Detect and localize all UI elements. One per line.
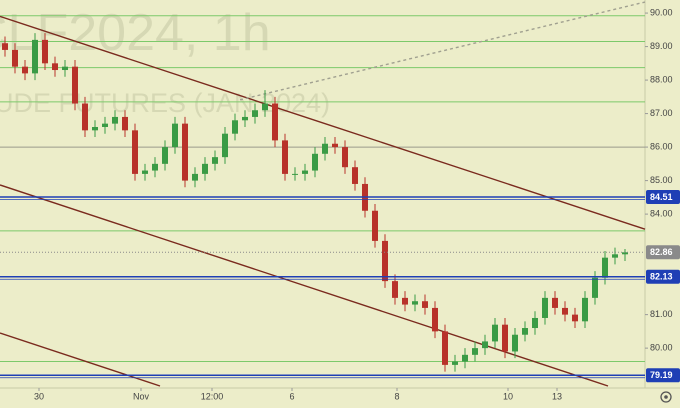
candle-body bbox=[112, 116, 118, 124]
y-tick-label: 85.00 bbox=[650, 175, 673, 185]
candle-body bbox=[172, 123, 178, 148]
candle-body bbox=[562, 307, 568, 315]
candle-body bbox=[432, 307, 438, 332]
candle-body bbox=[232, 120, 238, 134]
x-tick-label: 13 bbox=[552, 391, 562, 401]
candle-body bbox=[52, 63, 58, 71]
trend-line bbox=[0, 184, 609, 387]
trend-line bbox=[0, 15, 646, 230]
candle-body bbox=[582, 297, 588, 322]
candle-body bbox=[602, 257, 608, 278]
trend-line bbox=[0, 332, 161, 387]
candle-body bbox=[12, 49, 18, 67]
y-tick-label: 90.00 bbox=[650, 7, 673, 17]
y-tick-label: 84.00 bbox=[650, 208, 673, 218]
candle-body bbox=[222, 133, 228, 158]
candle-body bbox=[552, 297, 558, 308]
candle-body bbox=[162, 147, 168, 164]
price-badge bbox=[646, 190, 680, 205]
candle-body bbox=[142, 170, 148, 174]
candle-body bbox=[352, 167, 358, 184]
settings-icon[interactable] bbox=[660, 391, 672, 403]
candle-body bbox=[462, 354, 468, 362]
candle-body bbox=[482, 341, 488, 349]
candle-body bbox=[62, 66, 68, 71]
candle-body bbox=[282, 140, 288, 174]
candle-body bbox=[42, 39, 48, 64]
x-tick-label: 8 bbox=[394, 391, 399, 401]
y-tick-label: 87.00 bbox=[650, 108, 673, 118]
candle-body bbox=[192, 173, 198, 181]
candle-body bbox=[302, 170, 308, 174]
price-badge-label: 82.86 bbox=[650, 247, 673, 257]
candle-body bbox=[472, 348, 478, 355]
candle-body bbox=[262, 103, 268, 111]
candle-body bbox=[152, 163, 158, 171]
x-tick-label: 12:00 bbox=[201, 391, 224, 401]
candle-body bbox=[32, 39, 38, 74]
candle-body bbox=[332, 143, 338, 148]
price-badge bbox=[646, 245, 680, 260]
watermark: CLF2024, 1h bbox=[0, 4, 271, 62]
candle-body bbox=[502, 324, 508, 352]
candle-body bbox=[182, 123, 188, 181]
candle-body bbox=[372, 210, 378, 241]
x-tick-label: 10 bbox=[503, 391, 513, 401]
candle-body bbox=[242, 116, 248, 121]
candle-body bbox=[292, 173, 298, 175]
candle-body bbox=[392, 281, 398, 298]
candle-body bbox=[72, 66, 78, 104]
candle-body bbox=[412, 301, 418, 305]
candle-body bbox=[2, 43, 8, 50]
candle-body bbox=[92, 126, 98, 131]
candle-body bbox=[22, 66, 28, 74]
y-tick-label: 80.00 bbox=[650, 343, 673, 353]
price-badge-label: 79.19 bbox=[650, 370, 673, 380]
x-tick-label: 30 bbox=[34, 391, 44, 401]
candle-body bbox=[422, 301, 428, 308]
y-tick-label: 89.00 bbox=[650, 41, 673, 51]
candle-body bbox=[512, 334, 518, 352]
x-tick-label: Nov bbox=[133, 391, 150, 401]
watermark-subtitle: CRUDE FUTURES (JAN 2024) bbox=[0, 88, 330, 118]
candle-body bbox=[572, 314, 578, 322]
candle-body bbox=[212, 157, 218, 164]
candle-body bbox=[592, 277, 598, 298]
candle-body bbox=[622, 252, 628, 255]
y-tick-label: 88.00 bbox=[650, 74, 673, 84]
price-badge bbox=[646, 368, 680, 383]
candle-body bbox=[82, 103, 88, 131]
candle-body bbox=[202, 163, 208, 174]
candle-body bbox=[522, 328, 528, 335]
price-badge-label: 84.51 bbox=[650, 192, 673, 202]
candle-body bbox=[342, 147, 348, 168]
candle-body bbox=[132, 130, 138, 174]
y-tick-label: 86.00 bbox=[650, 141, 673, 151]
price-badge bbox=[646, 269, 680, 284]
settings-icon-center[interactable] bbox=[664, 395, 668, 399]
candle-body bbox=[492, 324, 498, 342]
candle-body bbox=[102, 123, 108, 127]
candle-body bbox=[532, 317, 538, 329]
candle-body bbox=[252, 110, 258, 117]
candle-body bbox=[452, 361, 458, 365]
candle-body bbox=[272, 103, 278, 141]
candle-body bbox=[402, 297, 408, 305]
candle-body bbox=[382, 240, 388, 282]
candle-body bbox=[312, 153, 318, 171]
candle-body bbox=[442, 331, 448, 365]
candle-body bbox=[122, 116, 128, 131]
candle-body bbox=[612, 254, 618, 258]
settings-button[interactable] bbox=[660, 391, 672, 403]
price-badge-label: 82.13 bbox=[650, 272, 673, 282]
candle-body bbox=[322, 143, 328, 154]
candle-body bbox=[542, 297, 548, 318]
y-tick-label: 81.00 bbox=[650, 309, 673, 319]
x-tick-label: 6 bbox=[289, 391, 294, 401]
